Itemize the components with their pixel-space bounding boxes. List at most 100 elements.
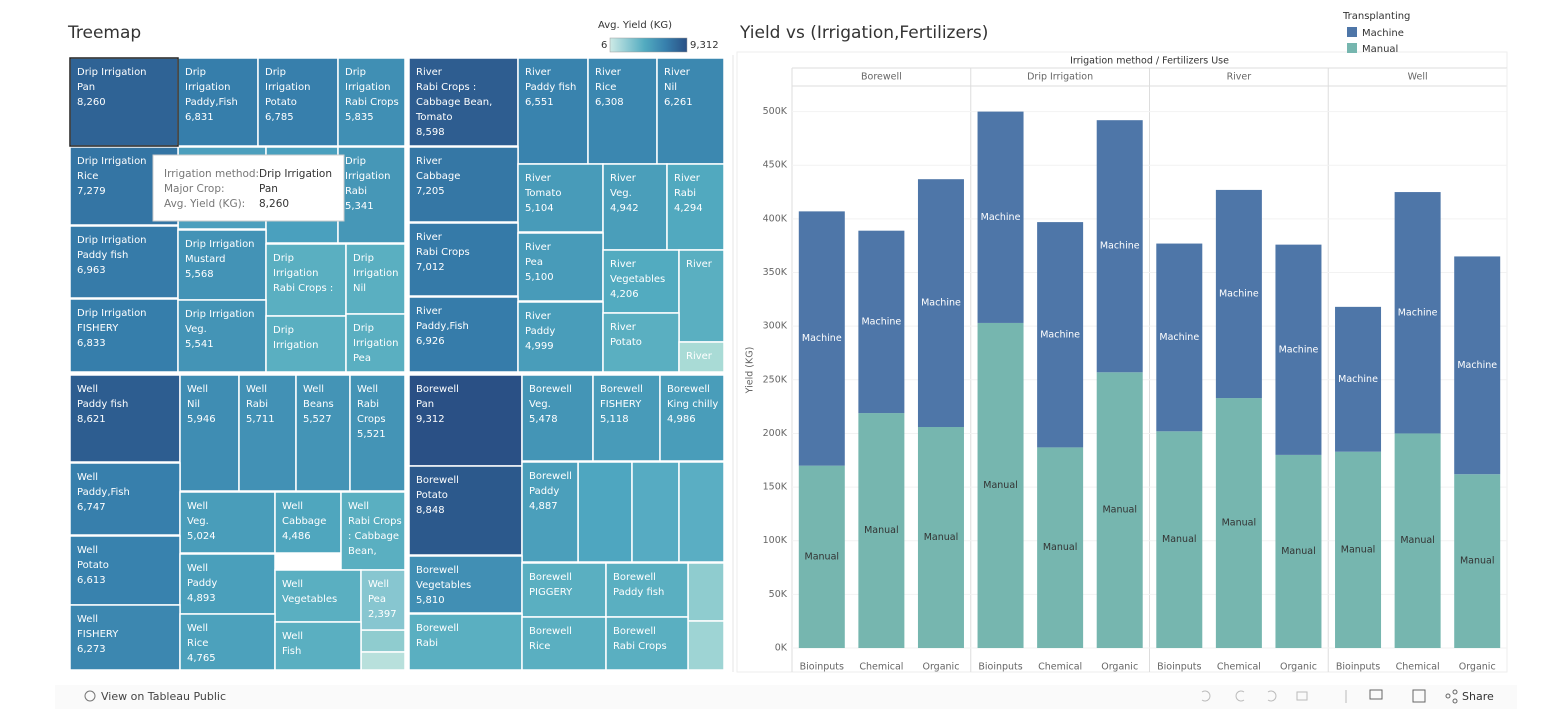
tile (687, 562, 725, 622)
segment-label: Machine (981, 212, 1021, 223)
tooltip (152, 154, 345, 222)
segment-label: Machine (1100, 241, 1140, 252)
tile (408, 57, 519, 147)
tile-label: Well Paddy 4,893 (187, 563, 217, 604)
legend-swatch (1347, 43, 1357, 53)
tile-text: Borewell (416, 565, 459, 576)
tile (177, 299, 267, 373)
tile-label: Borewell Vegetables 5,810 (416, 565, 471, 606)
tile (521, 562, 607, 618)
tile-value: 8,598 (416, 127, 445, 138)
tile-text: Rabi (416, 638, 438, 649)
tile (337, 146, 406, 244)
tile-value: 6,308 (595, 97, 624, 108)
tile-label: River Nil 6,261 (664, 67, 693, 108)
tile (656, 57, 725, 165)
tile-text: Paddy,Fish (416, 321, 469, 332)
tile-text: Well (357, 384, 378, 395)
group-label: Borewell (861, 72, 902, 83)
segment-label: Machine (1398, 307, 1438, 318)
tile-text: Rice (187, 638, 208, 649)
tile-text: Borewell (529, 471, 572, 482)
tile-text: Rice (529, 641, 550, 652)
tile-text: Nil (664, 82, 677, 93)
bar-segment (798, 465, 845, 649)
y-tick-label: 350K (763, 267, 788, 278)
tile (69, 535, 181, 606)
tile-text: Potato (416, 490, 448, 501)
tile-text: Rabi Crops : (273, 283, 333, 294)
tile-text: River (686, 259, 713, 270)
tooltip-value: Drip Irrigation (259, 168, 332, 180)
bar-segment (1215, 189, 1262, 399)
tile-label: River Rabi Crops : Cabbage Bean, Tomato 8,59… (415, 67, 492, 138)
tile-text: Irrigation (265, 82, 310, 93)
tile-text: Drip Irrigation (185, 239, 255, 250)
tile-text: Well (77, 472, 98, 483)
tile-text: Mustard (185, 254, 226, 265)
tile-text: Drip Irrigation (77, 235, 147, 246)
tile-value: 6,261 (664, 97, 693, 108)
tile-label: Drip Irrigation Nil (353, 253, 398, 294)
tile-label: River Cabbage 7,205 (416, 156, 460, 197)
tile (179, 374, 240, 492)
tile-label: Well Paddy fish 8,621 (77, 384, 128, 425)
tile-value: 6,551 (525, 97, 554, 108)
tile (349, 374, 406, 492)
tile (678, 341, 725, 373)
tile-text: Fish (282, 646, 301, 657)
tile-text: Borewell (613, 572, 656, 583)
x-tick-label: Bioinputs (1336, 662, 1380, 673)
selected-outline (69, 57, 179, 147)
tile-value: 5,104 (525, 203, 554, 214)
tile-label: Well Vegetables (282, 579, 337, 605)
bar-segment (977, 322, 1024, 649)
tile-text: Beans (303, 399, 334, 410)
tile (345, 243, 406, 315)
tile-text: Drip Irrigation (77, 67, 147, 78)
x-tick-label: Organic (1280, 662, 1317, 673)
tile-label: River Paddy,Fish 6,926 (416, 306, 469, 347)
segment-label: Machine (921, 298, 961, 309)
tile-text: Rabi Crops : (416, 82, 476, 93)
tile-text: Rabi (246, 399, 268, 410)
tile-text: Vegetables (610, 274, 665, 285)
tile-text: Drip Irrigation (77, 308, 147, 319)
tile-text: Rice (595, 82, 616, 93)
tile (265, 315, 347, 373)
tile-text: River (416, 306, 443, 317)
legend-title: Transplanting (1342, 11, 1410, 22)
tile (605, 616, 689, 671)
group-label: River (1227, 72, 1252, 83)
bar-segment (1096, 372, 1143, 649)
tile-text: Well (282, 501, 303, 512)
tile-text: River (416, 232, 443, 243)
bar-segment (917, 427, 964, 649)
bar-segment (917, 179, 964, 428)
view-link[interactable]: View on Tableau Public (101, 690, 226, 703)
segment-label: Manual (1341, 544, 1376, 555)
x-tick-label: Chemical (859, 662, 903, 673)
y-tick-label: 400K (763, 213, 788, 224)
bar-segment (858, 230, 905, 414)
legend-label: Machine (1362, 28, 1404, 39)
tooltip-value: Pan (259, 183, 278, 195)
share-button[interactable]: Share (1462, 690, 1494, 703)
tile-text: River (610, 322, 637, 333)
tile-text: Well (187, 384, 208, 395)
tile (587, 57, 658, 165)
bar-title: Yield vs (Irrigation,Fertilizers) (739, 23, 988, 43)
tile (360, 629, 406, 653)
tile-label: Drip Irrigation Potato 6,785 (265, 67, 310, 123)
tile-label: Well Potato 6,613 (77, 545, 109, 586)
bar-segment (1275, 454, 1322, 649)
tile-label: Drip Irrigation FISHERY 6,833 (77, 308, 147, 349)
tile-text: Drip (273, 325, 294, 336)
x-tick-label: Chemical (1038, 662, 1082, 673)
y-tick-label: 300K (763, 321, 788, 332)
segment-label: Manual (805, 551, 840, 562)
tile (69, 462, 181, 536)
tile (592, 374, 661, 462)
x-tick-label: Bioinputs (978, 662, 1022, 673)
tile-text: Paddy (525, 326, 555, 337)
